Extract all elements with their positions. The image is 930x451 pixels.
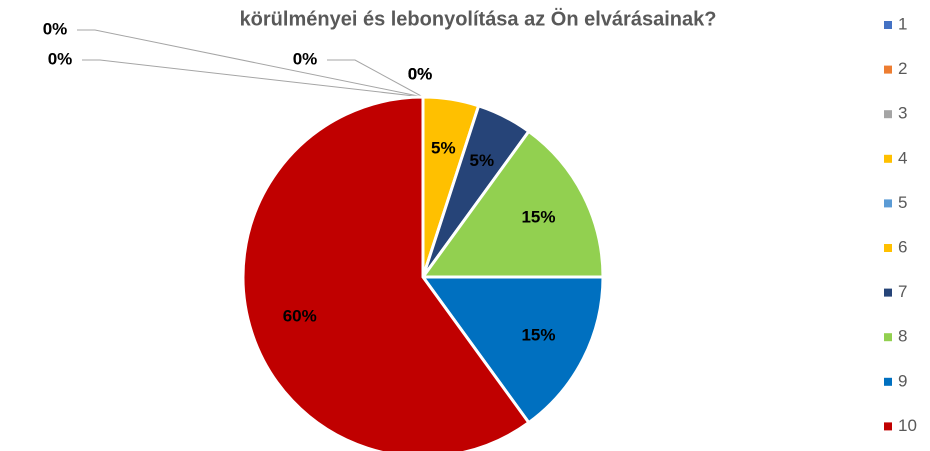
data-label: 0% <box>293 49 318 68</box>
legend-swatch <box>884 21 892 29</box>
data-label: 15% <box>521 208 555 227</box>
legend-label: 2 <box>898 59 907 78</box>
data-label: 15% <box>521 325 555 344</box>
legend-swatch <box>884 65 892 74</box>
legend-label: 1 <box>898 14 907 33</box>
legend-label: 10 <box>898 416 917 435</box>
chart-title: körülményei és lebonyolítása az Ön elvár… <box>240 7 717 30</box>
leader-line <box>77 29 424 98</box>
leader-line <box>82 59 424 98</box>
legend-swatch <box>884 288 892 297</box>
legend-label: 8 <box>898 327 907 346</box>
legend-swatch <box>884 244 892 252</box>
data-label: 5% <box>470 151 495 170</box>
data-label: 60% <box>283 307 317 326</box>
pie-slice <box>241 95 531 451</box>
legend-swatch <box>884 333 892 342</box>
legend-swatch <box>884 199 892 208</box>
legend-swatch <box>884 422 892 431</box>
legend-label: 4 <box>898 148 907 167</box>
legend-label: 7 <box>898 282 907 301</box>
legend-swatch <box>884 377 892 386</box>
legend-label: 9 <box>898 371 907 390</box>
legend-swatch <box>884 154 892 163</box>
legend-swatch <box>884 110 892 119</box>
data-label: 0% <box>48 49 73 68</box>
data-label: 0% <box>408 64 433 83</box>
legend-label: 5 <box>898 193 907 212</box>
data-label: 0% <box>408 64 433 83</box>
pie-slice <box>420 129 605 279</box>
leader-line <box>327 59 424 98</box>
legend-label: 6 <box>898 237 907 256</box>
pie-slice <box>420 275 605 425</box>
data-label: 0% <box>43 19 68 38</box>
data-label: 5% <box>431 138 456 157</box>
legend-label: 3 <box>898 104 907 123</box>
